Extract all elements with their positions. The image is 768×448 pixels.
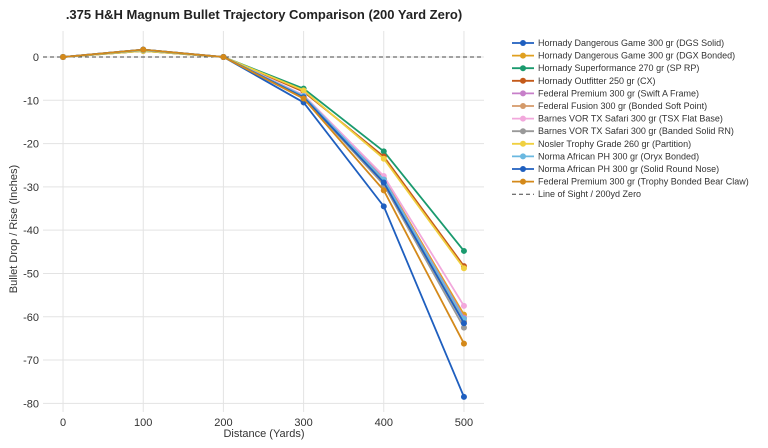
data-point [380, 179, 387, 186]
legend-item: Norma African PH 300 gr (Solid Round Nos… [512, 164, 719, 174]
legend-label: Federal Premium 300 gr (Trophy Bonded Be… [538, 177, 749, 187]
tick-labels: 0 100 200 300 400 500 0 -10 -20 -30 -40 -50 -60 -70 -8… [23, 52, 473, 429]
y-tick-label: -20 [23, 139, 39, 151]
legend-swatch-marker [520, 115, 526, 122]
legend-label: Federal Fusion 300 gr (Bonded Soft Point… [538, 101, 707, 111]
legend-swatch-marker [520, 40, 526, 46]
legend-item: Hornady Dangerous Game 300 gr (DGS Solid… [512, 38, 724, 48]
legend-label: Barnes VOR TX Safari 300 gr (TSX Flat Ba… [538, 114, 723, 124]
legend-swatch-marker [520, 65, 526, 72]
legend-swatch-marker [520, 103, 526, 109]
legend-swatch-marker [520, 140, 526, 147]
x-tick-label: 300 [294, 417, 312, 429]
legend-label: Barnes VOR TX Safari 300 gr (Banded Soli… [538, 126, 734, 136]
legend-label: Hornady Dangerous Game 300 gr (DGS Solid… [538, 38, 724, 48]
legend-swatch-marker [520, 90, 526, 97]
legend-item: Hornady Dangerous Game 300 gr (DGX Bonde… [512, 51, 735, 61]
series-line [62, 48, 465, 345]
legend-label: Norma African PH 300 gr (Solid Round Nos… [538, 164, 719, 174]
legend-item: Norma African PH 300 gr (Oryx Bonded) [512, 151, 699, 161]
data-point [300, 95, 307, 102]
x-tick-label: 0 [60, 417, 66, 429]
legend-item: Barnes VOR TX Safari 300 gr (TSX Flat Ba… [512, 114, 723, 124]
data-point [460, 324, 467, 331]
y-tick-label: -50 [23, 268, 39, 280]
legend-item: Hornady Outfitter 250 gr (CX) [512, 76, 656, 86]
plot-area [43, 31, 484, 412]
data-point [380, 155, 387, 162]
y-tick-label: -60 [23, 312, 39, 324]
x-tick-label: 100 [134, 417, 152, 429]
data-point [460, 340, 467, 347]
data-point [460, 247, 467, 254]
chart-title: .375 H&H Magnum Bullet Trajectory Compar… [66, 7, 462, 22]
series-layer [60, 46, 467, 400]
legend-item: Federal Fusion 300 gr (Bonded Soft Point… [512, 101, 707, 111]
data-point [300, 87, 307, 94]
legend-item: Federal Premium 300 gr (Trophy Bonded Be… [512, 177, 749, 187]
legend-label: Federal Premium 300 gr (Swift A Frame) [538, 88, 699, 98]
y-tick-label: -10 [23, 95, 39, 107]
legend-label: Line of Sight / 200yd Zero [538, 189, 641, 199]
series-group [60, 46, 467, 347]
y-axis-label: Bullet Drop / Rise (Inches) [8, 165, 20, 293]
legend-swatch-marker [520, 52, 526, 59]
data-point [460, 320, 467, 327]
data-point [380, 187, 387, 194]
y-tick-label: -80 [23, 398, 39, 410]
data-point [460, 393, 467, 400]
y-tick-label: -30 [23, 182, 39, 194]
data-point [460, 265, 467, 272]
y-tick-label: 0 [33, 52, 39, 64]
data-point [60, 53, 67, 60]
data-point [380, 203, 387, 210]
grid-lines [43, 31, 484, 412]
legend-swatch-marker [520, 153, 526, 160]
legend-label: Hornady Dangerous Game 300 gr (DGX Bonde… [538, 51, 735, 61]
x-axis-label: Distance (Yards) [223, 428, 304, 440]
y-tick-label: -40 [23, 225, 39, 237]
data-point [460, 302, 467, 309]
x-tick-label: 200 [214, 417, 232, 429]
legend-item: Barnes VOR TX Safari 300 gr (Banded Soli… [512, 126, 734, 136]
legend-item: Hornady Superformance 270 gr (SP RP) [512, 63, 699, 73]
legend-swatch-marker [520, 178, 526, 185]
legend-item: Federal Premium 300 gr (Swift A Frame) [512, 88, 699, 98]
legend-swatch-marker [520, 77, 526, 84]
y-tick-label: -70 [23, 355, 39, 367]
legend-item: Nosler Trophy Grade 260 gr (Partition) [512, 139, 691, 149]
x-tick-label: 400 [375, 417, 393, 429]
legend-swatch-marker [520, 128, 526, 135]
x-tick-label: 500 [455, 417, 473, 429]
data-point [140, 46, 147, 53]
legend-item: Line of Sight / 200yd Zero [512, 189, 641, 199]
data-point [220, 53, 227, 60]
legend-label: Hornady Superformance 270 gr (SP RP) [538, 63, 699, 73]
data-point [380, 148, 387, 155]
legend-label: Hornady Outfitter 250 gr (CX) [538, 76, 656, 86]
legend: Hornady Dangerous Game 300 gr (DGS Solid… [512, 38, 749, 199]
legend-label: Nosler Trophy Grade 260 gr (Partition) [538, 139, 691, 149]
legend-label: Norma African PH 300 gr (Oryx Bonded) [538, 151, 699, 161]
legend-swatch-marker [520, 166, 526, 172]
